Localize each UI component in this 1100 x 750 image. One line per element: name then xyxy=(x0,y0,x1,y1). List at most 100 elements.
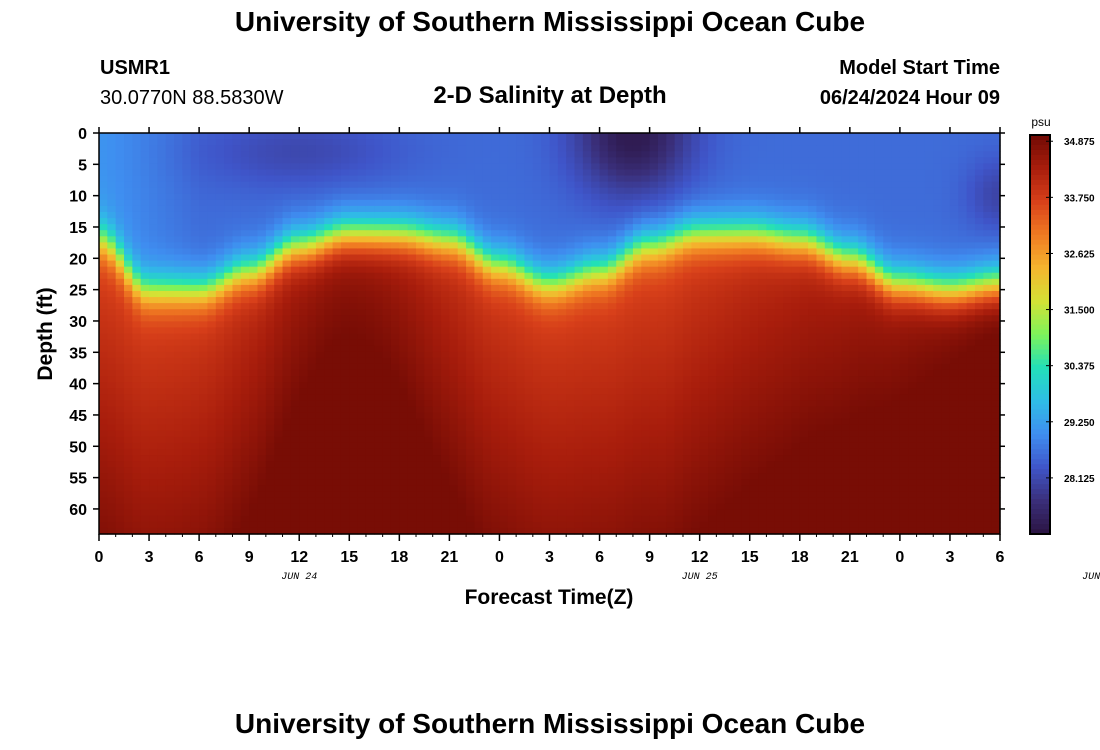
heatmap-cell xyxy=(240,193,250,201)
heatmap-cell xyxy=(132,485,142,493)
heatmap-cell xyxy=(591,163,601,171)
heatmap-cell xyxy=(691,163,701,171)
heatmap-cell xyxy=(557,187,567,195)
heatmap-cell xyxy=(724,242,734,250)
heatmap-cell xyxy=(716,473,726,480)
heatmap-cell xyxy=(441,521,450,529)
heatmap-cell xyxy=(641,157,651,164)
heatmap-cell xyxy=(416,321,425,329)
heatmap-cell xyxy=(182,406,192,414)
heatmap-cell xyxy=(190,327,200,335)
heatmap-cell xyxy=(282,515,292,523)
heatmap-cell xyxy=(482,345,492,353)
heatmap-cell xyxy=(641,290,651,298)
heatmap-cell xyxy=(424,424,434,432)
heatmap-cell xyxy=(232,388,242,395)
heatmap-cell xyxy=(374,400,384,408)
heatmap-cell xyxy=(632,406,642,414)
heatmap-cell xyxy=(724,187,734,195)
heatmap-cell xyxy=(699,473,709,480)
heatmap-cell xyxy=(274,436,284,444)
heatmap-cell xyxy=(207,297,217,304)
heatmap-cell xyxy=(441,497,450,505)
heatmap-cell xyxy=(399,290,409,298)
heatmap-cell xyxy=(641,175,651,183)
heatmap-cell xyxy=(124,218,133,225)
heatmap-cell xyxy=(724,357,734,365)
heatmap-cell xyxy=(516,503,526,511)
heatmap-cell xyxy=(499,503,509,511)
heatmap-cell xyxy=(624,157,634,164)
heatmap-cell xyxy=(582,139,592,146)
heatmap-cell xyxy=(282,254,292,262)
heatmap-cell xyxy=(491,333,501,341)
heatmap-cell xyxy=(474,509,484,517)
heatmap-cell xyxy=(357,394,367,401)
heatmap-cell xyxy=(624,479,634,486)
heatmap-cell xyxy=(165,345,175,353)
heatmap-cell xyxy=(582,266,592,274)
heatmap-cell xyxy=(107,169,117,177)
heatmap-cell xyxy=(666,436,676,444)
heatmap-cell xyxy=(149,157,158,164)
heatmap-cell xyxy=(315,205,325,213)
heatmap-cell xyxy=(691,351,701,359)
heatmap-cell xyxy=(466,448,476,456)
heatmap-cell xyxy=(708,418,717,426)
heatmap-cell xyxy=(708,242,717,250)
heatmap-cell xyxy=(432,278,442,286)
heatmap-cell xyxy=(632,199,642,207)
heatmap-cell xyxy=(516,491,526,499)
heatmap-cell xyxy=(190,236,200,243)
heatmap-cell xyxy=(224,260,234,268)
heatmap-cell xyxy=(157,133,167,140)
heatmap-cell xyxy=(199,461,209,468)
heatmap-cell xyxy=(416,436,425,444)
heatmap-cell xyxy=(165,193,175,201)
heatmap-cell xyxy=(390,509,400,517)
heatmap-cell xyxy=(165,321,175,329)
heatmap-cell xyxy=(190,418,200,426)
heatmap-cell xyxy=(716,351,726,359)
heatmap-cell xyxy=(474,169,484,177)
heatmap-cell xyxy=(457,461,467,468)
heatmap-cell xyxy=(649,345,659,353)
heatmap-cell xyxy=(616,455,626,462)
heatmap-cell xyxy=(449,230,459,237)
heatmap-cell xyxy=(115,369,125,377)
heatmap-cell xyxy=(682,509,692,517)
heatmap-cell xyxy=(674,485,684,493)
heatmap-cell xyxy=(257,193,267,201)
heatmap-cell xyxy=(457,436,467,444)
heatmap-cell xyxy=(449,418,459,426)
heatmap-cell xyxy=(182,357,192,365)
heatmap-cell xyxy=(282,327,292,335)
model-start-time: 06/24/2024 Hour 09 xyxy=(819,87,1000,109)
heatmap-cell xyxy=(149,224,158,231)
heatmap-cell xyxy=(157,400,167,408)
heatmap-cell xyxy=(324,394,334,401)
heatmap-cell xyxy=(499,467,509,474)
heatmap-cell xyxy=(340,363,350,371)
heatmap-cell xyxy=(232,199,242,207)
heatmap-cell xyxy=(716,321,726,329)
heatmap-cell xyxy=(315,175,325,183)
heatmap-cell xyxy=(107,424,117,432)
heatmap-cell xyxy=(432,424,442,432)
heatmap-cell xyxy=(649,400,659,408)
heatmap-cell xyxy=(257,509,267,517)
heatmap-cell xyxy=(107,418,117,426)
heatmap-cell xyxy=(299,284,309,292)
heatmap-cell xyxy=(132,297,142,304)
heatmap-cell xyxy=(407,394,417,401)
heatmap-cell xyxy=(257,278,267,286)
heatmap-cell xyxy=(591,315,601,322)
heatmap-cell xyxy=(708,503,717,511)
heatmap-cell xyxy=(674,509,684,517)
heatmap-cell xyxy=(432,497,442,505)
heatmap-cell xyxy=(265,163,275,171)
heatmap-cell xyxy=(349,376,359,383)
heatmap-cell xyxy=(457,363,467,371)
heatmap-cell xyxy=(190,151,200,158)
heatmap-cell xyxy=(582,461,592,468)
